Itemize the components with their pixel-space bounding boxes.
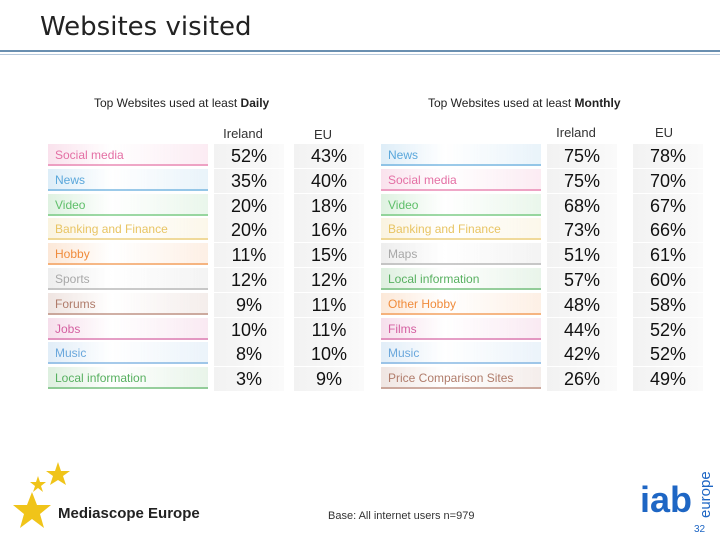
value-ireland: 10% (214, 317, 284, 342)
row-label: Social media (48, 144, 208, 166)
monthly-col-eu: EU (654, 125, 674, 140)
row-label: Films (381, 317, 541, 340)
row-label: Sports (48, 268, 208, 290)
value-ireland: 75% (547, 168, 617, 193)
value-eu: 78% (633, 144, 703, 168)
daily-col-eu: EU (313, 127, 333, 142)
value-ireland: 20% (214, 193, 284, 218)
table-row: Jobs 10% 11% (48, 317, 364, 342)
daily-section-title: Top Websites used at least Daily (94, 96, 270, 110)
table-row: Sports 12% 12% (48, 268, 364, 292)
table-row: Social media 52% 43% (48, 144, 364, 168)
table-row: Music 42% 52% (381, 342, 703, 367)
row-label: Maps (381, 243, 541, 266)
value-ireland: 48% (547, 292, 617, 317)
table-row: Price Comparison Sites 26% 49% (381, 367, 703, 392)
value-eu: 70% (633, 168, 703, 193)
monthly-col-ireland: Ireland (556, 125, 596, 140)
table-row: Forums 9% 11% (48, 292, 364, 317)
table-row: Music 8% 10% (48, 342, 364, 367)
value-eu: 9% (294, 367, 364, 392)
value-eu: 15% (294, 243, 364, 268)
value-ireland: 52% (214, 144, 284, 168)
value-ireland: 42% (547, 342, 617, 367)
table-row: News 75% 78% (381, 144, 703, 168)
slide-title: Websites visited (40, 12, 252, 42)
iab-logo-text: iab (640, 479, 692, 520)
table-row: Local information 3% 9% (48, 367, 364, 392)
iab-logo-subtext: europe (697, 471, 714, 518)
row-label: Local information (381, 268, 541, 290)
value-eu: 66% (633, 218, 703, 243)
row-label: Banking and Finance (381, 218, 541, 241)
row-label: Hobby (48, 243, 208, 266)
value-ireland: 11% (214, 243, 284, 268)
table-row: Banking and Finance 73% 66% (381, 218, 703, 243)
row-label: Price Comparison Sites (381, 367, 541, 390)
row-label: News (381, 144, 541, 166)
value-ireland: 3% (214, 367, 284, 392)
row-label: Video (48, 193, 208, 216)
table-row: Maps 51% 61% (381, 243, 703, 268)
value-eu: 60% (633, 268, 703, 292)
value-eu: 11% (294, 317, 364, 342)
table-row: Hobby 11% 15% (48, 243, 364, 268)
title-rule-thin (0, 54, 720, 55)
row-label: Jobs (48, 317, 208, 340)
page-number: 32 (694, 524, 706, 535)
table-row: Local information 57% 60% (381, 268, 703, 292)
table-row: Other Hobby 48% 58% (381, 292, 703, 317)
row-label: Local information (48, 367, 208, 390)
row-label: Social media (381, 168, 541, 191)
value-eu: 67% (633, 193, 703, 218)
value-ireland: 57% (547, 268, 617, 292)
table-row: Video 20% 18% (48, 193, 364, 218)
mediascope-star-logo (13, 462, 70, 528)
table-row: Social media 75% 70% (381, 168, 703, 193)
row-label: Other Hobby (381, 292, 541, 315)
value-ireland: 8% (214, 342, 284, 367)
value-eu: 16% (294, 218, 364, 243)
iab-europe-logo: iab europe (640, 471, 714, 520)
table-row: Video 68% 67% (381, 193, 703, 218)
table-row: News 35% 40% (48, 168, 364, 193)
monthly-section-title: Top Websites used at least Monthly (428, 96, 621, 110)
row-label: Forums (48, 292, 208, 315)
row-label: Music (381, 342, 541, 365)
value-ireland: 20% (214, 218, 284, 243)
table-row: Films 44% 52% (381, 317, 703, 342)
value-eu: 58% (633, 292, 703, 317)
row-label: Video (381, 193, 541, 216)
daily-col-ireland: Ireland (223, 126, 263, 141)
value-ireland: 75% (547, 144, 617, 168)
value-ireland: 9% (214, 292, 284, 317)
title-rule (0, 50, 720, 52)
value-eu: 52% (633, 317, 703, 342)
value-eu: 10% (294, 342, 364, 367)
value-ireland: 73% (547, 218, 617, 243)
base-note: Base: All internet users n=979 (328, 510, 475, 522)
value-ireland: 12% (214, 268, 284, 292)
table-row: Banking and Finance 20% 16% (48, 218, 364, 243)
value-eu: 12% (294, 268, 364, 292)
value-eu: 40% (294, 168, 364, 193)
value-ireland: 26% (547, 367, 617, 392)
mediascope-logo-text: Mediascope Europe (58, 505, 200, 522)
value-eu: 49% (633, 367, 703, 392)
value-eu: 18% (294, 193, 364, 218)
value-eu: 43% (294, 144, 364, 168)
value-ireland: 35% (214, 168, 284, 193)
value-ireland: 68% (547, 193, 617, 218)
value-eu: 11% (294, 292, 364, 317)
row-label: News (48, 168, 208, 191)
value-ireland: 44% (547, 317, 617, 342)
row-label: Banking and Finance (48, 218, 208, 241)
value-ireland: 51% (547, 243, 617, 268)
value-eu: 61% (633, 243, 703, 268)
row-label: Music (48, 342, 208, 365)
value-eu: 52% (633, 342, 703, 367)
